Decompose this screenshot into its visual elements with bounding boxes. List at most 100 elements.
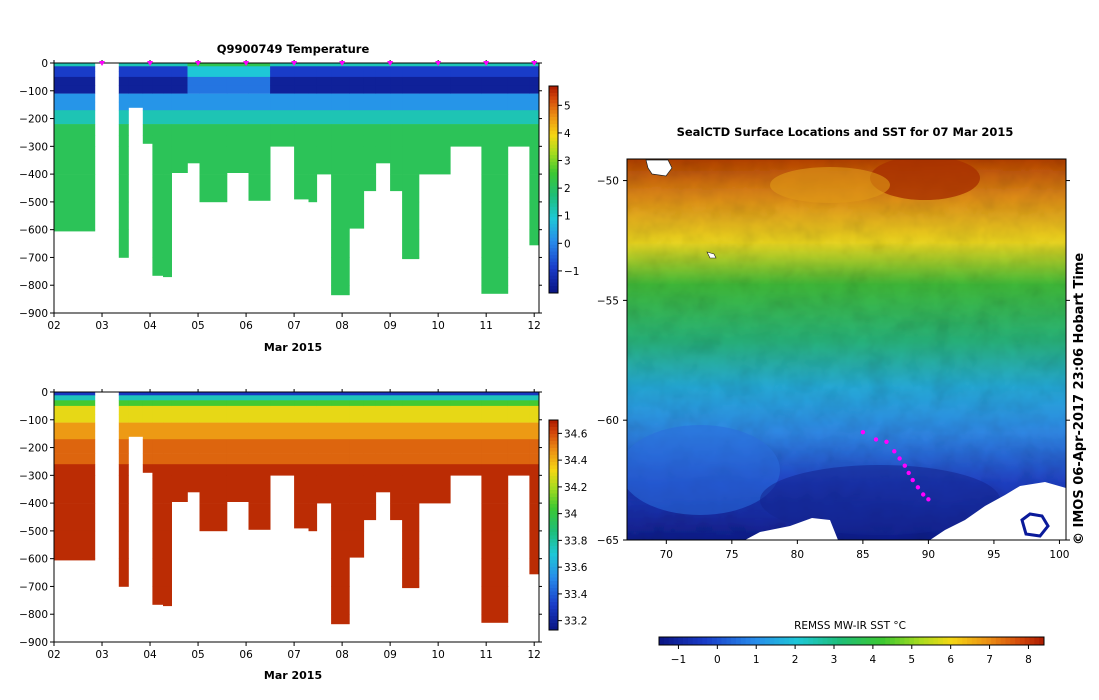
profile-cell [481, 439, 509, 454]
sst-colorbar-band [856, 637, 862, 645]
profile-cell [226, 439, 249, 454]
profile-cell [349, 439, 365, 454]
profile-cell [481, 66, 509, 72]
profile-cell [402, 453, 420, 465]
profile-cell [390, 66, 403, 72]
profile-cell [294, 174, 309, 200]
profile-cell [316, 71, 332, 78]
profile-cell [248, 124, 271, 136]
profile-cell [419, 85, 451, 94]
colorbar-band [549, 584, 558, 589]
profile-cell [450, 392, 482, 396]
sst-colorbar-band [991, 637, 997, 645]
profile-cell [294, 66, 309, 72]
profile-cell [481, 414, 509, 423]
colorbar-band [549, 168, 558, 173]
profile-cell [529, 530, 540, 559]
profile-cell [507, 430, 530, 440]
profile-cell [481, 422, 509, 432]
profile-cell [171, 76, 188, 86]
x-tick-label: 09 [383, 320, 396, 332]
sst-colorbar-band [894, 637, 901, 645]
colorbar-band [549, 514, 558, 519]
profile-cell [163, 85, 172, 94]
profile-cell [248, 414, 271, 423]
profile-cell [331, 453, 350, 465]
seal-location-point [906, 470, 911, 476]
sst-colorbar-band [769, 637, 775, 645]
profile-cell [248, 174, 271, 201]
sst-colorbar-tick-label: 1 [753, 654, 760, 666]
profile-cell [363, 405, 377, 415]
colorbar-band [549, 577, 558, 582]
profile-cell [163, 558, 172, 587]
profile-cell [331, 430, 350, 440]
profile-cell [171, 439, 188, 454]
sst-colorbar: −1 0 1 2 3 4 5 6 7 8 [658, 636, 1045, 666]
profile-cell [316, 464, 332, 476]
profile-cell [507, 395, 530, 401]
sst-colorbar-band [837, 637, 843, 645]
profile-cell [507, 63, 530, 67]
profile-cell [171, 135, 188, 147]
profile-cell [450, 422, 482, 432]
profile-cell [187, 414, 200, 423]
profile-cell [529, 422, 540, 432]
colorbar-tick-label: 34.6 [564, 428, 588, 440]
profile-cell [363, 464, 377, 476]
profile-cell [128, 93, 144, 103]
profile-cell [363, 66, 377, 72]
profile-cell [152, 558, 164, 587]
profile-cell [316, 395, 332, 401]
profile-cell [308, 430, 318, 440]
x-tick-label: 09 [383, 649, 396, 661]
profile-cell [54, 414, 96, 423]
seal-location-point [897, 456, 902, 461]
profile-cell [248, 400, 271, 407]
profile-cell [187, 400, 200, 407]
profile-cell [349, 85, 365, 94]
profile-cell [187, 71, 200, 78]
profile-cell [118, 101, 129, 111]
y-tick-label: −900 [19, 637, 48, 649]
profile-cell [199, 66, 228, 72]
profile-cell [450, 76, 482, 86]
profile-cell [152, 586, 164, 605]
profile-cell [163, 395, 172, 401]
x-tick-label: 12 [528, 320, 541, 332]
sst-colorbar-band [967, 637, 973, 645]
profile-cell [529, 71, 540, 78]
colorbar-band [549, 490, 558, 494]
profile-cell [248, 110, 271, 125]
colorbar-band [549, 161, 558, 166]
sst-map-chart: SealCTD Surface Locations and SST for 07… [597, 125, 1070, 666]
profile-cell [308, 124, 318, 136]
profile-cell [331, 405, 350, 415]
profile-cell [308, 395, 318, 401]
x-tick-label: 03 [95, 649, 108, 661]
colorbar-band [549, 500, 558, 505]
profile-cell [54, 201, 96, 230]
profile-cell [390, 475, 403, 504]
profile-cell [54, 101, 96, 111]
colorbar-band [549, 574, 558, 578]
profile-cell [226, 464, 249, 476]
colorbar-band [549, 493, 558, 498]
profile-cell [226, 146, 249, 173]
profile-cell [248, 76, 271, 86]
profile-cell [128, 71, 144, 78]
lat-tick-label: −55 [597, 295, 619, 307]
sst-colorbar-band [995, 637, 1002, 645]
profile-cell [54, 558, 96, 561]
sst-colorbar-band [750, 637, 756, 645]
profile-cell [308, 392, 318, 396]
profile-cell [294, 93, 309, 103]
profile-cell [331, 229, 350, 258]
y-tick-label: −800 [19, 609, 48, 621]
profile-cell [390, 71, 403, 78]
profile-cell [152, 229, 164, 258]
sst-colorbar-band [788, 637, 795, 645]
profile-cell [163, 229, 172, 258]
profile-cell [118, 503, 129, 532]
